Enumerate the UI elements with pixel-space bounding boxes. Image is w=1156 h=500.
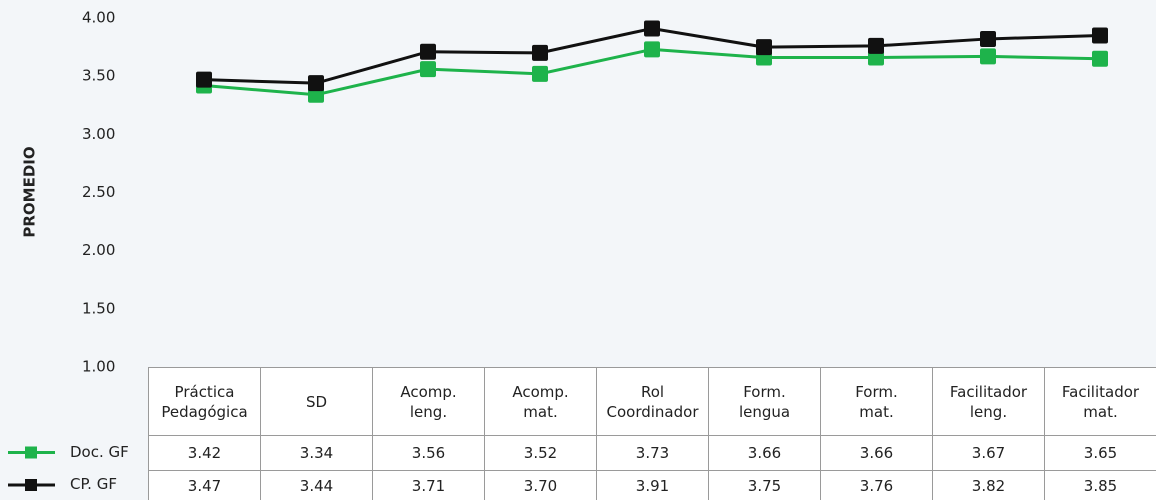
point xyxy=(980,30,996,47)
value-cell: 3.34 xyxy=(260,435,373,471)
value-cell: 3.52 xyxy=(484,435,597,471)
category-cell: Rol Coordinador xyxy=(596,367,709,436)
value-cell: 3.76 xyxy=(820,470,933,500)
value-cell: 3.67 xyxy=(932,435,1045,471)
point xyxy=(420,61,436,78)
point xyxy=(532,65,548,82)
value-cell: 3.66 xyxy=(820,435,933,471)
y-tick-label: 1.00 xyxy=(82,358,115,376)
value-cell: 3.66 xyxy=(708,435,821,471)
value-cell: 3.47 xyxy=(148,470,261,500)
point xyxy=(308,75,324,92)
y-tick-label: 4.00 xyxy=(82,9,115,27)
category-cell: SD xyxy=(260,367,373,436)
value-cell: 3.82 xyxy=(932,470,1045,500)
point xyxy=(196,71,212,88)
value-cell: 3.91 xyxy=(596,470,709,500)
category-cell: Facilitador mat. xyxy=(1044,367,1156,436)
value-cell: 3.75 xyxy=(708,470,821,500)
value-cell: 3.65 xyxy=(1044,435,1156,471)
legend-marker xyxy=(25,479,37,491)
point xyxy=(644,41,660,58)
value-cell: 3.73 xyxy=(596,435,709,471)
point xyxy=(420,43,436,60)
legend-label: Doc. GF xyxy=(70,442,129,461)
point xyxy=(532,44,548,61)
category-cell: Facilitador leng. xyxy=(932,367,1045,436)
category-cell: Acomp. mat. xyxy=(484,367,597,436)
category-cell: Práctica Pedagógica xyxy=(148,367,261,436)
category-cell: Form. mat. xyxy=(820,367,933,436)
point xyxy=(756,39,772,56)
y-tick-label: 3.00 xyxy=(82,125,115,143)
point xyxy=(868,37,884,54)
legend-marker xyxy=(25,446,37,459)
y-tick-label: 2.50 xyxy=(82,183,115,201)
value-cell: 3.71 xyxy=(372,470,485,500)
y-axis-label: PROMEDIO xyxy=(21,146,39,237)
point xyxy=(1092,50,1108,67)
value-cell: 3.44 xyxy=(260,470,373,500)
y-tick-label: 3.50 xyxy=(82,67,115,85)
point xyxy=(1092,27,1108,44)
point xyxy=(644,20,660,37)
y-tick-label: 1.50 xyxy=(82,299,115,317)
point xyxy=(980,48,996,65)
legend-label: CP. GF xyxy=(70,475,117,493)
value-cell: 3.42 xyxy=(148,435,261,471)
value-cell: 3.70 xyxy=(484,470,597,500)
value-cell: 3.56 xyxy=(372,435,485,471)
category-cell: Form. lengua xyxy=(708,367,821,436)
value-cell: 3.85 xyxy=(1044,470,1156,500)
y-tick-label: 2.00 xyxy=(82,241,115,259)
category-cell: Acomp. leng. xyxy=(372,367,485,436)
